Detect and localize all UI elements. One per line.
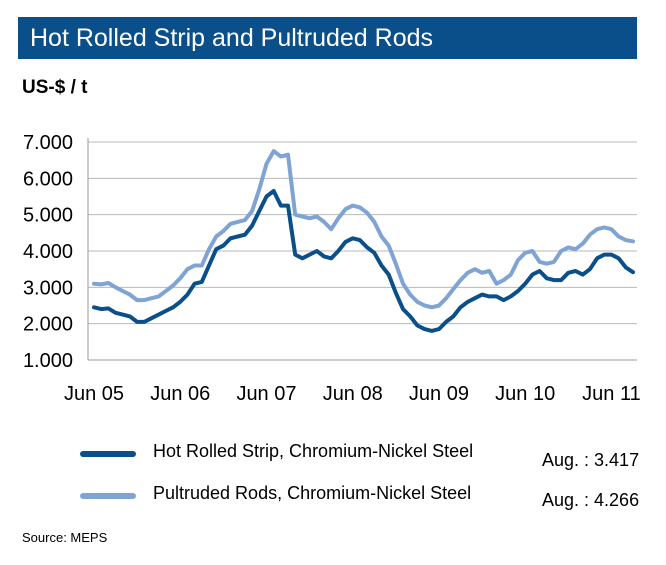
x-tick-label: Jun 08 <box>323 383 383 405</box>
chart-title-bar: Hot Rolled Strip and Pultruded Rods <box>18 17 637 59</box>
latest-value-hot-rolled: Aug. : 3.417 <box>542 450 640 470</box>
source-note: Source: MEPS <box>22 530 108 545</box>
x-tick-label: Jun 06 <box>150 383 210 405</box>
line-chart: 1.000 2.000 3.000 4.000 5.000 6.000 7.000 Jun 0… <box>23 132 641 405</box>
y-tick-label: 2.000 <box>23 314 73 336</box>
unit-label: US-$ / t <box>22 77 88 98</box>
legend-swatch-pultruded <box>80 493 136 499</box>
y-tick-label: 7.000 <box>23 132 73 154</box>
latest-value-pultruded: Aug. : 4.266 <box>542 490 640 510</box>
y-tick-label: 6.000 <box>23 168 73 190</box>
legend-label-hot-rolled: Hot Rolled Strip, Chromium-Nickel Steel <box>153 441 474 461</box>
y-tick-label: 1.000 <box>23 350 73 372</box>
chart-title: Hot Rolled Strip and Pultruded Rods <box>30 24 434 52</box>
x-tick-label: Jun 10 <box>495 383 555 405</box>
y-tick-label: 3.000 <box>23 277 73 299</box>
x-tick-label: Jun 05 <box>64 383 124 405</box>
x-tick-label: Jun 11 <box>582 383 641 405</box>
x-tick-label: Jun 09 <box>409 383 469 405</box>
y-tick-label: 5.000 <box>23 205 73 227</box>
legend-label-pultruded: Pultruded Rods, Chromium-Nickel Steel <box>153 483 472 503</box>
series-line-hot-rolled <box>92 189 635 333</box>
y-tick-label: 4.000 <box>23 241 73 263</box>
series-line-pultruded <box>92 149 635 310</box>
legend-swatch-hot-rolled <box>80 451 136 457</box>
x-tick-label: Jun 07 <box>236 383 296 405</box>
